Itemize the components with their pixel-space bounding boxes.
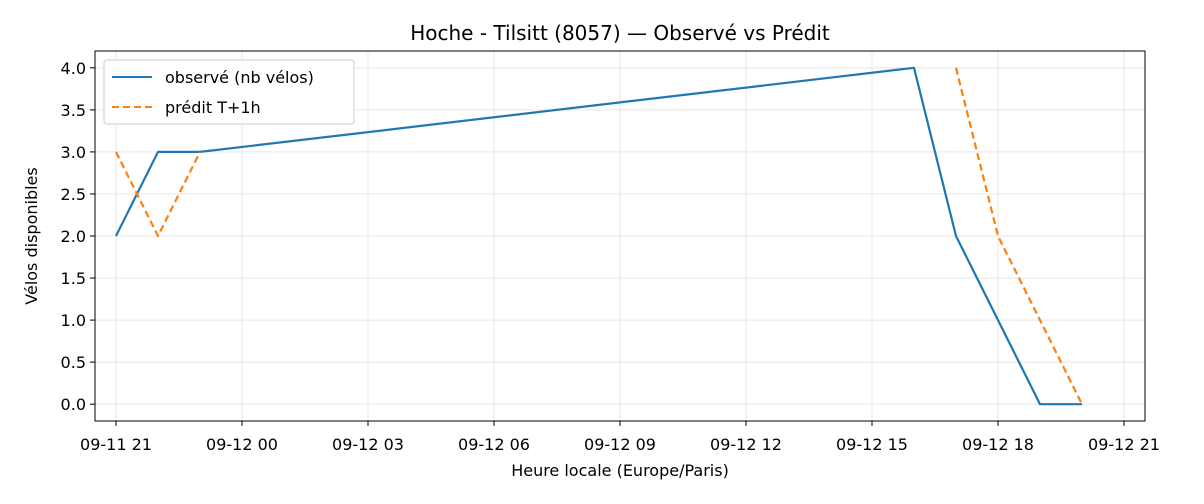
legend-label-predit: prédit T+1h [165, 98, 261, 117]
series-layer [115, 66, 1083, 406]
y-tick-label: 1.0 [61, 311, 86, 330]
chart-title: Hoche - Tilsitt (8057) — Observé vs Préd… [410, 21, 830, 45]
x-axis-ticks: 09-11 21 09-12 00 09-12 03 09-12 06 09-12 09… [80, 421, 1160, 454]
y-tick-label: 0.0 [61, 395, 86, 414]
y-tick-label: 0.5 [61, 353, 86, 372]
y-axis-ticks: 0.0 0.5 1.0 1.5 2.0 2.5 3.0 3.5 4.0 [61, 59, 95, 414]
series-line-predit [115, 151, 201, 238]
y-tick-label: 2.5 [61, 185, 86, 204]
y-tick-label: 3.0 [61, 143, 86, 162]
series-line-observe [115, 66, 1082, 406]
x-tick-label: 09-12 00 [206, 435, 278, 454]
x-tick-label: 09-11 21 [80, 435, 152, 454]
y-tick-label: 2.0 [61, 227, 86, 246]
legend-box [103, 59, 355, 125]
x-tick-label: 09-12 21 [1088, 435, 1160, 454]
x-tick-label: 09-12 03 [332, 435, 404, 454]
grid [95, 51, 1145, 421]
y-tick-label: 4.0 [61, 59, 86, 78]
x-tick-label: 09-12 09 [584, 435, 656, 454]
legend-label-observe: observé (nb vélos) [165, 68, 314, 87]
y-axis-label: Vélos disponibles [22, 167, 41, 304]
x-axis-label: Heure locale (Europe/Paris) [511, 461, 729, 480]
y-tick-label: 3.5 [61, 101, 86, 120]
x-tick-label: 09-12 15 [836, 435, 908, 454]
x-tick-label: 09-12 12 [710, 435, 782, 454]
y-tick-label: 1.5 [61, 269, 86, 288]
series-line-predit [954, 67, 1083, 405]
legend: observé (nb vélos) prédit T+1h [103, 59, 355, 125]
x-tick-label: 09-12 06 [458, 435, 530, 454]
x-tick-label: 09-12 18 [962, 435, 1034, 454]
